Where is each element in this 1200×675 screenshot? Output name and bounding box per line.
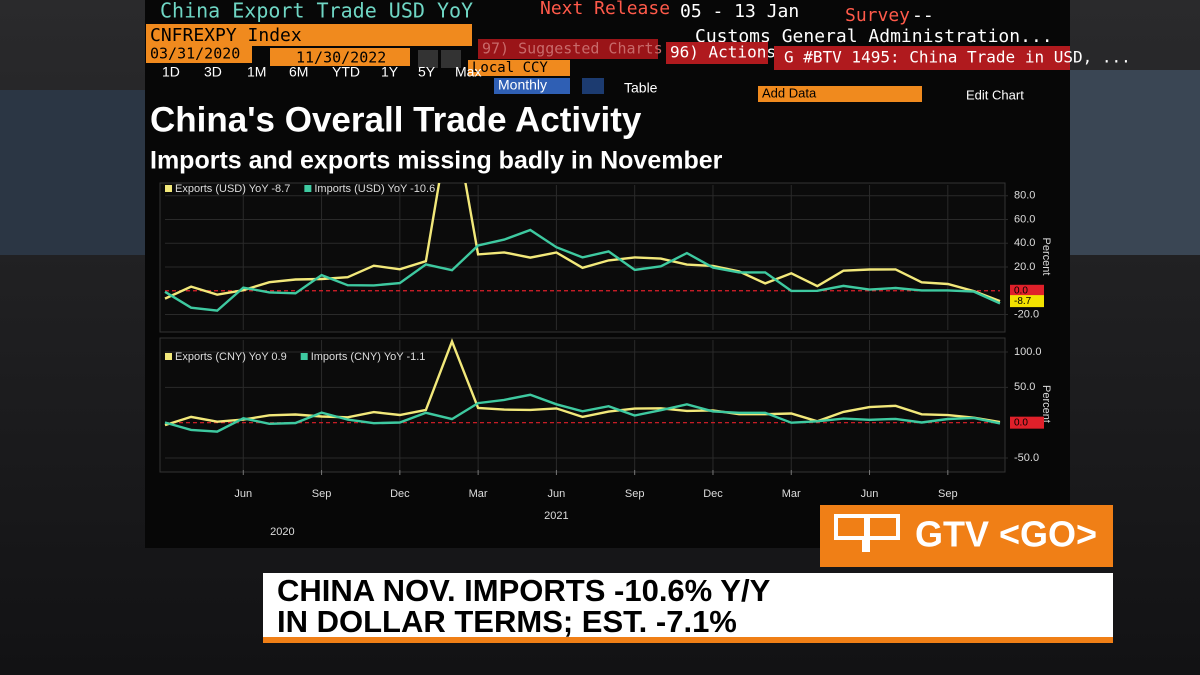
- x-tick-label: Dec: [703, 488, 723, 500]
- end-date-box[interactable]: [270, 48, 410, 66]
- value-badge-label: -8.7: [1014, 296, 1032, 307]
- y-tick-label: -20.0: [1014, 308, 1039, 320]
- next-button[interactable]: [441, 50, 461, 68]
- value-badge: [1010, 284, 1044, 297]
- legend-swatch: [304, 185, 312, 192]
- add-data-box[interactable]: [758, 86, 922, 102]
- plot-area: [159, 337, 1006, 473]
- edit-chart[interactable]: Edit Chart: [966, 87, 1024, 102]
- y-tick-label: 80.0: [1014, 190, 1035, 202]
- headline-line: CHINA NOV. IMPORTS -10.6% Y/Y: [277, 573, 771, 608]
- range-button[interactable]: 3D: [204, 64, 222, 80]
- y-tick-label: 20.0: [1014, 261, 1035, 273]
- security-name: China Export Trade USD YoY: [160, 0, 473, 23]
- prev-button[interactable]: [418, 50, 438, 68]
- next-release-label: Next Release: [540, 0, 670, 19]
- x-tick-label: Jun: [861, 488, 879, 500]
- x-tick-label: Sep: [625, 488, 645, 500]
- data-source: Customs General Administration...: [695, 26, 1053, 47]
- legend-swatch: [165, 353, 172, 360]
- x-tick-label: Jun: [234, 488, 252, 500]
- y-axis-label: Percent: [1040, 385, 1052, 423]
- legend-label: Imports (CNY) YoY -1.1: [311, 351, 426, 363]
- left-monitor-wall: [0, 90, 145, 255]
- plots: -20.0 20.0 40.0 60.0 80.0 Percent Exports (USD…: [159, 182, 1052, 538]
- start-date[interactable]: 03/31/2020: [150, 45, 240, 63]
- ticker[interactable]: CNFREXPY Index: [150, 25, 302, 46]
- right-monitor-wall: [1070, 70, 1200, 255]
- headline-stripe: [263, 637, 1113, 643]
- x-tick-label: Sep: [312, 488, 332, 500]
- headline-line: IN DOLLAR TERMS; EST. -7.1%: [277, 604, 737, 639]
- y-tick-label: 60.0: [1014, 213, 1035, 225]
- series-line: [164, 338, 1001, 427]
- value-badge: [1010, 295, 1044, 308]
- end-date[interactable]: 11/30/2022: [296, 49, 386, 67]
- y-tick-label: 50.0: [1014, 381, 1035, 393]
- headline-box: [263, 573, 1113, 643]
- y-tick-label: 40.0: [1014, 237, 1035, 249]
- suggested-box[interactable]: [478, 39, 658, 59]
- range-button[interactable]: 6M: [289, 64, 308, 80]
- x-year-label: 2020: [270, 526, 294, 538]
- x-tick-label: Mar: [782, 488, 801, 500]
- range-button[interactable]: 5Y: [418, 64, 436, 80]
- value-badge-label: 0.0: [1014, 285, 1028, 296]
- series-line: [164, 228, 1001, 312]
- frequency[interactable]: Monthly: [498, 77, 547, 93]
- chart-title: China's Overall Trade Activity: [150, 100, 642, 139]
- toolbar: 1D 3D 1M 6M YTD 1Y 5Y Max: [162, 64, 481, 80]
- chart-ref[interactable]: G #BTV 1495: China Trade in USD, ...: [784, 48, 1131, 67]
- x-year-label: 2021: [544, 510, 568, 522]
- range-button[interactable]: 1M: [247, 64, 266, 80]
- range-button[interactable]: YTD: [332, 64, 360, 80]
- legend-label: Exports (USD) YoY -8.7: [175, 183, 290, 195]
- monitor-icon-right: [866, 514, 900, 540]
- actions-box[interactable]: [666, 42, 768, 64]
- monitor-icon-stand: [862, 540, 870, 552]
- chart-type-button[interactable]: [582, 78, 604, 94]
- legend-label: Exports (CNY) YoY 0.9: [175, 351, 287, 363]
- add-data[interactable]: Add Data: [762, 85, 817, 100]
- range-button[interactable]: 1D: [162, 64, 180, 80]
- next-release-date: 05 - 13 Jan: [680, 1, 799, 22]
- function-code: GTV <GO>: [915, 514, 1097, 555]
- y-tick-label: 100.0: [1014, 346, 1042, 358]
- survey-label: Survey: [845, 5, 910, 26]
- x-tick-label: Dec: [390, 488, 410, 500]
- currency-box[interactable]: [468, 60, 570, 76]
- frequency-box[interactable]: [494, 78, 570, 94]
- value-badge: [1010, 416, 1044, 429]
- x-tick-label: Sep: [938, 488, 958, 500]
- range-button[interactable]: Max: [455, 64, 481, 80]
- legend-label: Imports (USD) YoY -10.6: [314, 183, 435, 195]
- ticker-box[interactable]: [146, 24, 472, 46]
- series-line: [164, 393, 1001, 433]
- range-button[interactable]: 1Y: [381, 64, 399, 80]
- currency[interactable]: Local CCY: [472, 60, 548, 76]
- table-button[interactable]: Table: [624, 80, 658, 96]
- value-badge-label: 0.0: [1014, 417, 1028, 428]
- chart-subtitle: Imports and exports missing badly in Nov…: [150, 147, 723, 175]
- series-line: [164, 183, 1001, 303]
- legend-swatch: [300, 353, 308, 360]
- start-date-box[interactable]: [146, 45, 252, 63]
- actions[interactable]: 96) Actions: [670, 43, 776, 62]
- y-tick-label: -50.0: [1014, 452, 1039, 464]
- chart-ref-box[interactable]: [774, 46, 1070, 70]
- y-axis-label: Percent: [1040, 238, 1052, 276]
- survey-value: --: [912, 5, 934, 26]
- suggested-charts[interactable]: 97) Suggested Charts: [482, 40, 663, 58]
- legend-swatch: [165, 185, 172, 192]
- x-tick-label: Mar: [469, 488, 488, 500]
- x-tick-label: Jun: [548, 488, 566, 500]
